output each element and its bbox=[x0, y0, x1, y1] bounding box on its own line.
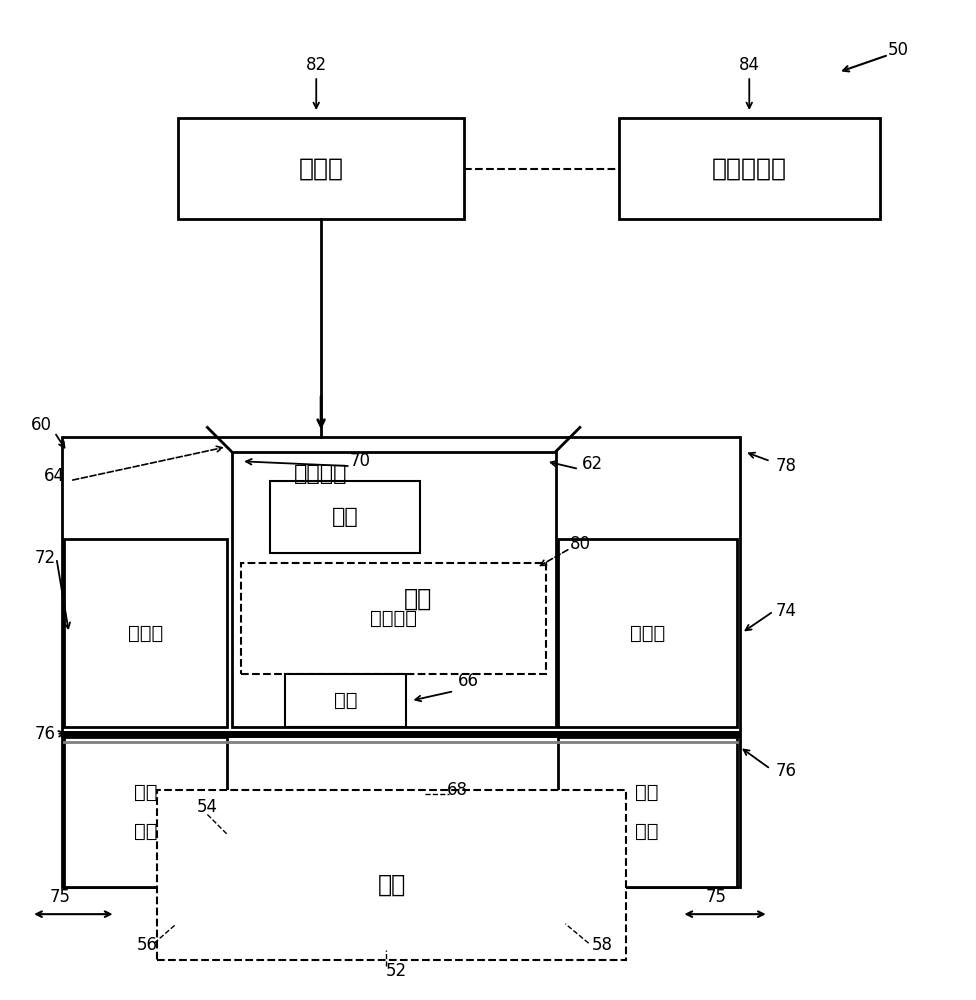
Text: 80: 80 bbox=[569, 535, 590, 553]
Text: 75: 75 bbox=[706, 888, 727, 906]
Text: 76: 76 bbox=[34, 725, 56, 743]
Text: 56: 56 bbox=[137, 936, 158, 954]
Text: 元件: 元件 bbox=[134, 822, 157, 841]
Text: 72: 72 bbox=[34, 549, 56, 567]
Text: 70: 70 bbox=[349, 452, 371, 470]
Text: 侧构件: 侧构件 bbox=[630, 624, 665, 643]
Text: 68: 68 bbox=[447, 781, 468, 799]
Text: 控制器装置: 控制器装置 bbox=[712, 157, 787, 181]
Bar bbox=[285, 674, 406, 727]
Text: 54: 54 bbox=[197, 798, 218, 816]
Bar bbox=[231, 452, 555, 727]
Text: 62: 62 bbox=[582, 455, 603, 473]
Text: 定位元件: 定位元件 bbox=[370, 609, 417, 628]
Text: 78: 78 bbox=[776, 457, 796, 475]
Bar bbox=[241, 563, 546, 674]
Text: 组件: 组件 bbox=[378, 873, 406, 897]
Text: 60: 60 bbox=[30, 416, 52, 434]
Text: 接触: 接触 bbox=[134, 783, 157, 802]
Text: 偏置元件: 偏置元件 bbox=[295, 464, 347, 484]
Bar bbox=[62, 437, 740, 887]
Bar bbox=[64, 737, 226, 887]
Text: 74: 74 bbox=[776, 602, 796, 620]
Text: 机械臂: 机械臂 bbox=[299, 157, 344, 181]
Text: 接触: 接触 bbox=[635, 783, 659, 802]
Text: 入口: 入口 bbox=[332, 507, 358, 527]
Text: 64: 64 bbox=[44, 467, 65, 485]
Text: 84: 84 bbox=[739, 56, 759, 74]
Text: 58: 58 bbox=[591, 936, 613, 954]
Text: 出口: 出口 bbox=[334, 691, 357, 710]
Bar bbox=[157, 790, 627, 960]
Text: 82: 82 bbox=[305, 56, 327, 74]
Text: 52: 52 bbox=[386, 962, 407, 980]
Bar bbox=[64, 539, 226, 727]
Bar bbox=[557, 539, 737, 727]
Text: 50: 50 bbox=[888, 41, 909, 59]
Text: 侧构件: 侧构件 bbox=[128, 624, 163, 643]
Bar bbox=[270, 481, 421, 553]
Text: 76: 76 bbox=[776, 762, 796, 780]
Bar bbox=[179, 118, 464, 219]
Bar bbox=[557, 737, 737, 887]
Text: 主体: 主体 bbox=[404, 587, 432, 611]
Text: 75: 75 bbox=[50, 888, 71, 906]
Bar bbox=[619, 118, 880, 219]
Text: 66: 66 bbox=[458, 672, 479, 690]
Text: 元件: 元件 bbox=[635, 822, 659, 841]
